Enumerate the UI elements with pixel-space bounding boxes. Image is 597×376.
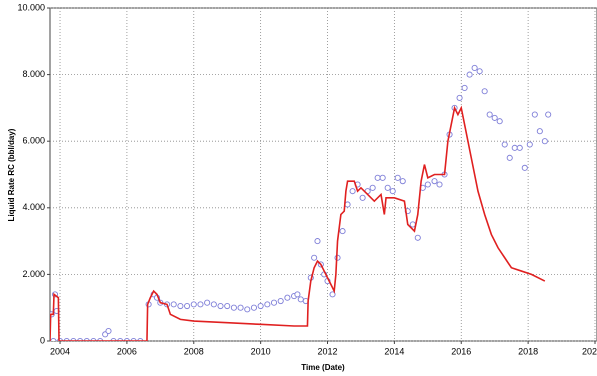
data-point: [506, 154, 513, 161]
data-point: [197, 301, 204, 308]
data-point: [344, 201, 351, 208]
x-tick-label: 2004: [50, 346, 70, 356]
data-point: [339, 228, 346, 235]
y-tick-label: 10.000: [17, 2, 45, 12]
data-point: [414, 234, 421, 241]
data-point: [230, 304, 237, 311]
data-point: [541, 138, 548, 145]
data-point: [184, 302, 191, 310]
series-group: [50, 64, 552, 341]
data-point: [257, 302, 264, 310]
data-point: [486, 111, 493, 118]
data-point: [204, 299, 211, 306]
data-point: [170, 301, 177, 308]
data-point: [431, 178, 438, 185]
data-point: [394, 174, 401, 181]
x-tick-label: 2016: [451, 346, 471, 356]
data-point: [424, 181, 431, 188]
data-point: [50, 337, 57, 341]
data-point: [511, 144, 518, 151]
data-point: [409, 221, 416, 228]
y-tick-label: 4.000: [22, 202, 45, 212]
data-point: [294, 291, 301, 298]
plot-area: [49, 7, 597, 342]
data-point: [250, 304, 258, 311]
data-point: [359, 194, 366, 201]
data-point: [491, 114, 498, 121]
data-point: [481, 88, 488, 95]
x-tick-label: 2018: [518, 346, 538, 356]
data-point: [374, 174, 381, 181]
data-point: [389, 188, 396, 195]
x-axis-title: Time (Date): [301, 363, 345, 372]
data-point: [516, 144, 523, 151]
data-point: [314, 238, 321, 245]
data-point: [456, 94, 463, 101]
data-point: [379, 174, 386, 181]
data-point: [105, 327, 112, 335]
data-point: [526, 141, 533, 148]
data-point: [471, 64, 478, 71]
data-point: [270, 299, 278, 306]
x-tick-label: 2014: [384, 346, 404, 356]
data-point: [545, 111, 552, 118]
data-point: [177, 302, 184, 310]
data-point: [349, 188, 356, 195]
data-point: [217, 302, 224, 310]
data-point: [384, 184, 391, 191]
data-point: [369, 184, 376, 191]
data-point: [466, 71, 473, 78]
data-point: [237, 304, 244, 311]
data-point: [190, 301, 197, 308]
data-point: [461, 84, 468, 91]
y-axis-title: Liquid Rate RC (bbl/day): [7, 128, 16, 221]
data-line: [50, 105, 546, 341]
data-point: [501, 141, 508, 148]
data-point: [224, 302, 231, 310]
y-tick-label: 2.000: [22, 269, 45, 279]
x-tick-label: 2010: [251, 346, 271, 356]
y-tick-label: 8.000: [22, 69, 45, 79]
data-point: [476, 68, 483, 75]
data-point: [536, 128, 543, 135]
data-point: [297, 296, 304, 303]
data-point: [436, 181, 443, 188]
data-point: [399, 178, 406, 185]
data-point: [210, 301, 217, 308]
x-tick-label: 2008: [184, 346, 204, 356]
data-point: [311, 254, 318, 261]
data-point: [284, 294, 291, 301]
x-tick-label: 2006: [117, 346, 137, 356]
data-point: [521, 164, 528, 171]
y-tick-label: 0: [40, 335, 45, 345]
data-point: [244, 306, 251, 313]
data-point: [264, 301, 271, 308]
x-tick-label: 202: [582, 346, 597, 356]
data-point: [329, 291, 336, 298]
data-point: [531, 111, 538, 118]
x-tick-label: 2012: [317, 346, 337, 356]
data-point: [277, 297, 284, 305]
data-point: [496, 118, 503, 125]
y-tick-label: 6.000: [22, 136, 45, 146]
